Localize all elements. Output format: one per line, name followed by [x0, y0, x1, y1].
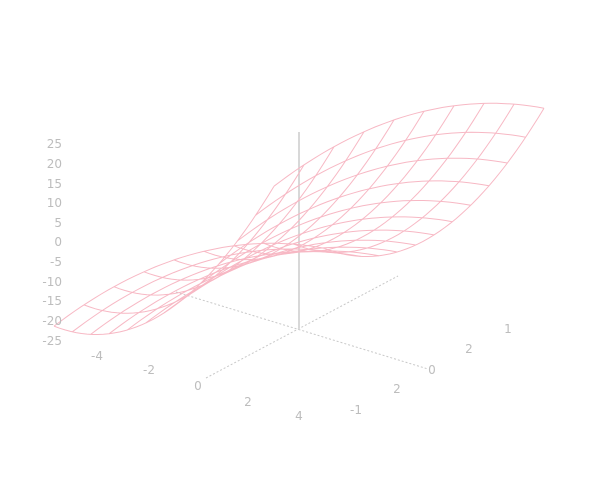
x-tick-label: -2: [143, 363, 155, 377]
axes-layer: [175, 132, 429, 379]
y-tick-label: -1: [350, 403, 362, 417]
mesh-line-y: [263, 103, 485, 253]
z-tick-label: -10: [42, 275, 62, 289]
mesh-line-x: [237, 157, 508, 242]
tick-labels: 25 20 15 10 5 0 -5 -10 -15 -20 -25 -4 -2…: [42, 137, 511, 423]
z-tick-label: -15: [42, 294, 62, 308]
mesh-line-x: [72, 248, 343, 333]
y-tick-label: 2: [465, 342, 473, 356]
mesh-line-y: [83, 164, 305, 314]
mesh-line-y: [233, 105, 455, 255]
x-tick-label: 0: [194, 379, 202, 393]
mesh-line-x: [108, 250, 380, 335]
x-tick-label: 2: [244, 395, 252, 409]
mesh-line-x: [182, 216, 453, 301]
z-tick-label: 15: [47, 177, 62, 191]
z-tick-label: 5: [54, 216, 62, 230]
y-tick-label: 0: [428, 363, 436, 377]
z-tick-label: 20: [47, 157, 62, 171]
y-axis: [205, 275, 399, 379]
z-tick-label: -25: [42, 334, 62, 348]
x-tick-label: 4: [295, 409, 303, 423]
z-tick-label: 0: [54, 235, 62, 249]
y-tick-label: 1: [504, 322, 512, 336]
mesh-line-y: [173, 119, 395, 269]
mesh-line-x: [127, 246, 398, 331]
surface-mesh: [53, 102, 545, 335]
mesh-line-x: [273, 102, 545, 187]
mesh-line-x: [218, 180, 490, 265]
z-tick-label: -20: [42, 314, 62, 328]
x-tick-label: -4: [91, 349, 103, 363]
mesh-line-y: [293, 103, 515, 253]
z-tick-label: 25: [47, 137, 62, 151]
mesh-line-y: [53, 185, 275, 335]
mesh-line-y: [143, 131, 365, 281]
y-tick-label: 2: [393, 382, 401, 396]
z-tick-label: 10: [47, 196, 62, 210]
x-axis: [175, 291, 429, 370]
mesh-line-x: [255, 131, 526, 216]
mesh-line-x: [53, 242, 325, 327]
z-tick-label: -5: [50, 255, 62, 269]
mesh-line-y: [323, 107, 545, 257]
mesh-line-y: [203, 111, 425, 261]
